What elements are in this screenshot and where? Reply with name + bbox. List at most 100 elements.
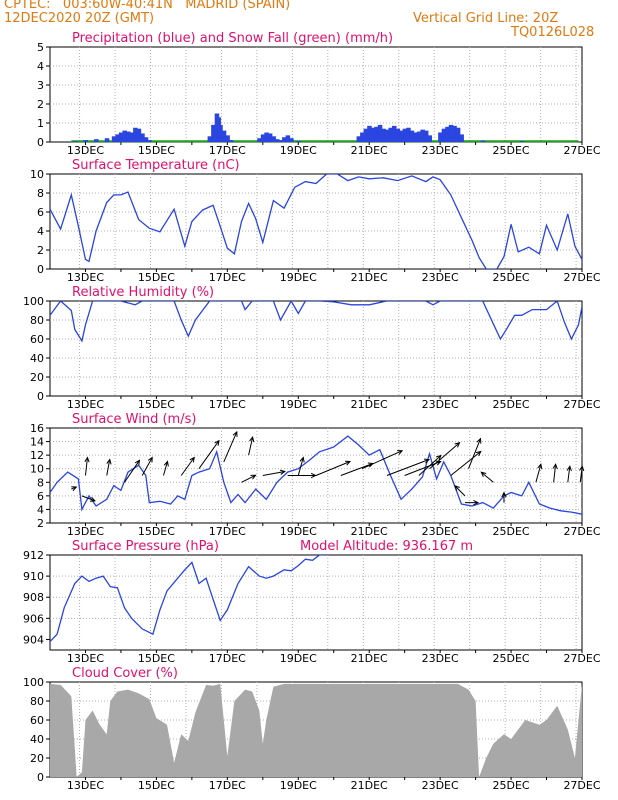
precip-bar (126, 131, 131, 142)
header-run-time: 12DEC2020 20Z (GMT) (4, 11, 155, 26)
precip-bar (118, 132, 124, 142)
temp-xtick-label: 23DEC (422, 271, 459, 284)
pressure-xtick-label: 27DEC (563, 652, 600, 665)
wind-arrow-head (397, 450, 404, 455)
header-code: TQ0126L028 (511, 25, 595, 40)
precip-bar (133, 127, 138, 142)
wind-arrow-shaft (84, 457, 88, 476)
wind-xtick-label: 15DEC (138, 525, 175, 538)
wind-arrow-head (454, 441, 461, 448)
cloud-xtick-label: 23DEC (422, 779, 459, 792)
wind-xtick-label: 23DEC (422, 525, 459, 538)
precip-xtick-label: 23DEC (422, 144, 459, 157)
temp-series-line (50, 174, 582, 269)
wind-arrow-head (299, 456, 305, 463)
wind-ytick-label: 10 (30, 463, 44, 476)
rh-ytick-label: 40 (30, 352, 44, 365)
precip-bar (274, 139, 280, 142)
precip-bar (296, 141, 301, 142)
pressure-series-line (50, 555, 327, 643)
pressure-ytick-label: 906 (23, 612, 44, 625)
wind-arrow-shaft (454, 485, 466, 497)
wind-arrow-shaft (81, 495, 96, 502)
precip-bar (83, 140, 88, 142)
wind-ytick-label: 4 (37, 503, 44, 516)
wind-xtick-label: 21DEC (351, 525, 388, 538)
pressure-subtitle: Model Altitude: 936.167 m (300, 539, 473, 554)
precip-title: Precipitation (blue) and Snow Fall (gree… (72, 31, 393, 46)
precip-bar (218, 124, 223, 142)
wind-arrow-head (435, 460, 442, 466)
wind-ytick-label: 16 (30, 422, 44, 435)
wind-arrow-shaft (315, 461, 351, 476)
rh-ytick-label: 100 (23, 295, 44, 308)
wind-arrow-shaft (106, 459, 111, 476)
precip-bar (360, 132, 365, 142)
wind-arrow-shaft (579, 466, 583, 483)
precip-bar (115, 134, 120, 142)
cloud-ytick-label: 40 (30, 733, 44, 746)
cloud-ytick-label: 0 (37, 771, 44, 784)
wind-arrow-head (310, 472, 317, 479)
rh-ytick-label: 80 (30, 314, 44, 327)
precip-ytick-label: 0 (37, 136, 44, 149)
wind-arrow-head (189, 456, 195, 463)
wind-ytick-label: 6 (37, 490, 44, 503)
rh-xtick-label: 23DEC (422, 398, 459, 411)
wind-xtick-label: 19DEC (280, 525, 317, 538)
wind-arrow-shaft (450, 451, 482, 476)
precip-frame (49, 46, 583, 143)
precip-xtick-label: 13DEC (67, 144, 104, 157)
wind-arrow-shaft (297, 457, 304, 476)
wind-arrow-head (476, 437, 482, 444)
temp-xtick-label: 27DEC (563, 271, 600, 284)
precip-bar (399, 130, 404, 142)
precip-ytick-label: 2 (37, 98, 44, 111)
header-location: CPTEC: 003:60W-40:41N MADRID (SPAIN) (4, 0, 291, 12)
header-grid-note: Vertical Grid Line: 20Z (413, 11, 559, 26)
wind-arrow-head (249, 436, 255, 443)
rh-xtick-label: 25DEC (493, 398, 530, 411)
temp-xtick-label: 13DEC (67, 271, 104, 284)
precip-xtick-label: 19DEC (280, 144, 317, 157)
cloud-xtick-label: 13DEC (67, 779, 104, 792)
wind-arrow-head (147, 456, 153, 463)
precip-bar (445, 126, 450, 142)
wind-arrow-head (214, 439, 220, 446)
wind-arrow-shaft (386, 459, 430, 476)
pressure-xtick-label: 23DEC (422, 652, 459, 665)
pressure-xtick-label: 19DEC (280, 652, 317, 665)
wind-arrow-shaft (241, 474, 256, 483)
wind-arrow-shaft (248, 437, 254, 456)
pressure-xtick-label: 21DEC (351, 652, 388, 665)
precip-bar (129, 132, 135, 142)
pressure-ytick-label: 908 (23, 591, 44, 604)
precip-bar (285, 135, 291, 142)
temp-ytick-label: 10 (30, 168, 44, 181)
wind-arrow-head (566, 465, 572, 472)
precip-bar (384, 129, 390, 142)
precip-bar (480, 140, 486, 142)
wind-arrow-head (84, 456, 90, 463)
pressure-ytick-label: 910 (23, 570, 44, 583)
wind-xtick-label: 25DEC (493, 525, 530, 538)
temp-ytick-label: 6 (37, 206, 44, 219)
precip-bar (225, 135, 230, 142)
rh-xtick-label: 17DEC (209, 398, 246, 411)
wind-arrow-shaft (223, 431, 238, 463)
wind-arrow-shaft (163, 461, 168, 476)
cloud-xtick-label: 27DEC (563, 779, 600, 792)
precip-bar (356, 136, 362, 142)
temp-ytick-label: 8 (37, 187, 44, 200)
pressure-ytick-label: 912 (23, 549, 44, 562)
wind-arrow-shaft (553, 464, 557, 483)
wind-arrow-shaft (429, 442, 460, 470)
temp-ytick-label: 0 (37, 263, 44, 276)
wind-arrow-head (423, 458, 431, 464)
precip-bar (104, 138, 110, 142)
wind-arrow-shaft (468, 438, 481, 469)
rh-xtick-label: 27DEC (563, 398, 600, 411)
pressure-xtick-label: 15DEC (138, 652, 175, 665)
precip-bar (381, 128, 386, 142)
